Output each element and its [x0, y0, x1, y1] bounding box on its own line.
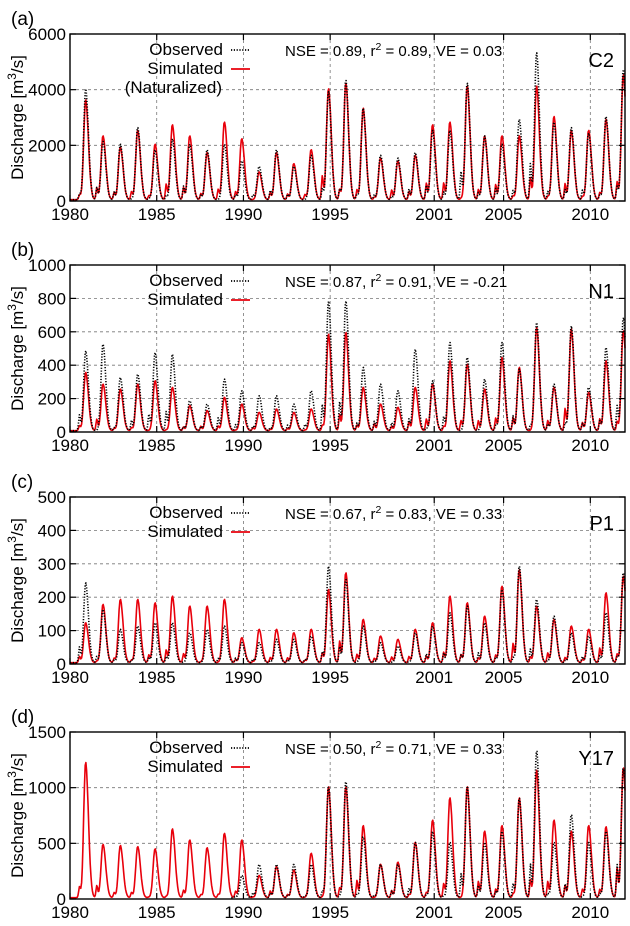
legend-label-observed: Observed: [149, 271, 223, 290]
y-axis-label: Discharge [m3/s]: [5, 753, 27, 878]
legend-note: (Naturalized): [125, 78, 222, 97]
legend-label-simulated: Simulated: [147, 59, 223, 78]
y-tick-label: 1000: [28, 779, 66, 798]
y-tick-label: 0: [57, 890, 66, 909]
panel-label: (d): [11, 707, 34, 728]
y-tick-label: 200: [38, 588, 66, 607]
x-tick-label: 1990: [225, 436, 263, 455]
chart-panel-c2: 0 2000 4000 6000 1980 1985 1990 1995 2001 2005 201…: [5, 9, 626, 224]
y-axis-label: Discharge [m3/s]: [5, 286, 27, 411]
x-tick-label: 2005: [485, 205, 523, 224]
x-tick-label: 2001: [415, 436, 453, 455]
y-tick-label: 1500: [28, 723, 66, 742]
x-tick-label: 1995: [311, 205, 349, 224]
x-tick-label: 1985: [138, 668, 176, 687]
y-tick-label: 100: [38, 622, 66, 641]
y-tick-label: 2000: [28, 136, 66, 155]
plot-frame: [69, 33, 626, 202]
y-tick-label: 600: [38, 323, 66, 342]
station-label: N1: [588, 281, 614, 303]
x-tick-label: 1985: [138, 903, 176, 922]
y-tick-label: 0: [57, 655, 66, 674]
stats-annotation: NSE = 0.50, r2 = 0.71, VE = 0.33: [285, 739, 502, 758]
station-label: Y17: [578, 748, 614, 770]
station-label: C2: [588, 50, 614, 72]
x-tick-label: 1980: [51, 668, 89, 687]
legend-label-observed: Observed: [149, 503, 223, 522]
x-tick-label: 1980: [51, 903, 89, 922]
plot-frame: [69, 731, 626, 900]
y-tick-label: 300: [38, 555, 66, 574]
x-tick-label: 2010: [571, 205, 609, 224]
x-tick-label: 2001: [415, 668, 453, 687]
series-line-observed: [69, 565, 626, 664]
x-tick-label: 1985: [138, 205, 176, 224]
x-tick-label: 1990: [225, 205, 263, 224]
x-tick-label: 2001: [415, 903, 453, 922]
y-tick-label: 500: [38, 834, 66, 853]
x-tick-label: 1990: [225, 903, 263, 922]
x-tick-label: 2005: [485, 668, 523, 687]
x-tick-label: 2001: [415, 205, 453, 224]
x-tick-label: 1995: [311, 436, 349, 455]
y-tick-label: 0: [57, 192, 66, 211]
x-tick-label: 1980: [51, 205, 89, 224]
y-tick-label: 6000: [28, 25, 66, 44]
legend-label-observed: Observed: [149, 738, 223, 757]
y-tick-label: 1000: [28, 256, 66, 275]
legend-label-observed: Observed: [149, 40, 223, 59]
y-tick-label: 800: [38, 289, 66, 308]
panel-label: (c): [11, 472, 33, 493]
x-tick-label: 2005: [485, 436, 523, 455]
x-tick-label: 2010: [571, 903, 609, 922]
series-line-observed: [69, 300, 626, 432]
station-label: P1: [590, 513, 614, 535]
stats-annotation: NSE = 0.87, r2 = 0.91, VE = -0.21: [285, 272, 507, 291]
chart-panel-y17: 0 500 1000 1500 1980 1985 1990 1995 2001 2005 2010…: [5, 707, 626, 922]
plot-frame: [69, 496, 626, 665]
x-tick-label: 1995: [311, 903, 349, 922]
x-tick-label: 1995: [311, 668, 349, 687]
x-tick-label: 2010: [571, 668, 609, 687]
stats-annotation: NSE = 0.67, r2 = 0.83, VE = 0.33: [285, 504, 502, 523]
series-line-observed: [69, 52, 626, 201]
stats-annotation: NSE = 0.89, r2 = 0.89, VE = 0.03: [285, 41, 502, 60]
x-tick-label: 1985: [138, 436, 176, 455]
y-axis-label: Discharge [m3/s]: [5, 55, 27, 180]
y-tick-label: 400: [38, 356, 66, 375]
chart-panel-n1: 0 200 400 600 800 1000 1980 1985 1990 1995 2001 200…: [5, 240, 626, 455]
y-tick-label: 4000: [28, 81, 66, 100]
panel-label: (a): [11, 9, 34, 30]
series-line-observed: [231, 750, 626, 899]
y-tick-label: 0: [57, 423, 66, 442]
legend-label-simulated: Simulated: [147, 290, 223, 309]
x-tick-label: 1980: [51, 436, 89, 455]
x-tick-label: 2005: [485, 903, 523, 922]
plot-frame: [69, 264, 626, 433]
chart-panel-p1: 0 100 200 300 400 500 1980 1985 1990 1995 2001 2005…: [5, 472, 626, 687]
y-axis-label: Discharge [m3/s]: [5, 518, 27, 643]
x-tick-label: 2010: [571, 436, 609, 455]
legend-label-simulated: Simulated: [147, 522, 223, 541]
y-tick-label: 400: [38, 521, 66, 540]
y-tick-label: 200: [38, 390, 66, 409]
x-tick-label: 1990: [225, 668, 263, 687]
y-tick-label: 500: [38, 488, 66, 507]
legend-label-simulated: Simulated: [147, 757, 223, 776]
panel-label: (b): [11, 240, 34, 261]
series-line-simulated: [69, 326, 626, 432]
